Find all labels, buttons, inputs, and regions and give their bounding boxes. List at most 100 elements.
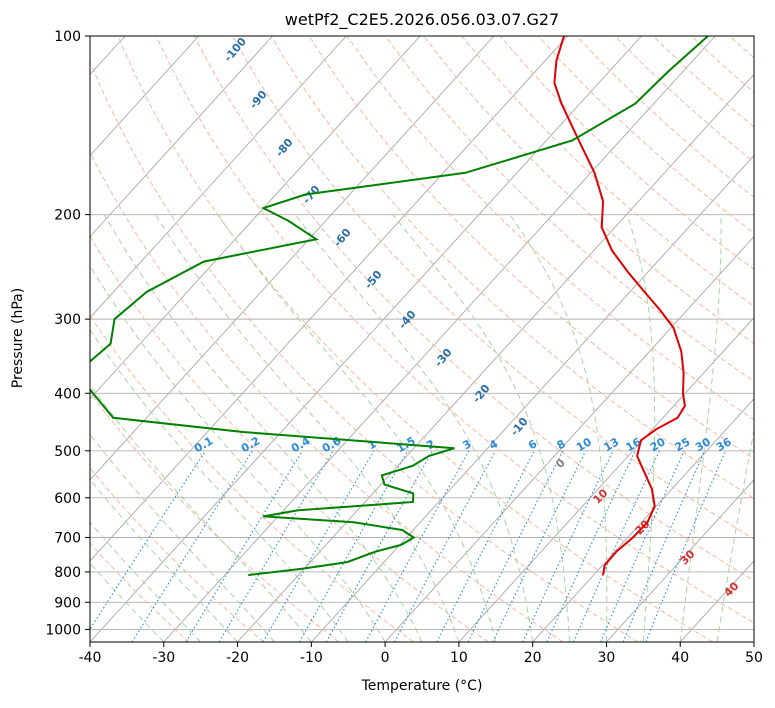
dry-adiabat-labels: -100-90-80-70-60-50-40-30-20-10	[221, 35, 530, 439]
y-axis: 100 200 300 400 500 600 700 800 900 1000	[45, 29, 90, 638]
mixing-ratio-labels: 0.1 0.2 0.4 0.6 1 1.5 2 3 4 6 8 10 13 16 20 25 30 36	[192, 434, 734, 455]
dewpoint-line	[90, 36, 709, 577]
mixing-ratio-label: 2	[424, 437, 437, 452]
isotherm-line	[237, 73, 754, 642]
dry-adiabat-label: -90	[247, 88, 270, 112]
mixing-ratio-line	[131, 450, 253, 642]
mixing-ratio-line	[185, 450, 303, 642]
y-tick-label: 200	[54, 208, 81, 224]
mixing-ratio-label: 20	[648, 435, 668, 454]
isotherm-line	[90, 36, 421, 400]
x-tick-label: 0	[381, 650, 390, 666]
moist-adiabat-line	[90, 478, 238, 642]
isotherm-line	[458, 317, 754, 642]
moist-adiabat-line	[90, 329, 349, 642]
mixing-ratio-line	[645, 450, 727, 642]
dry-adiabat-line	[652, 36, 754, 128]
isotherm-line	[753, 641, 754, 642]
mixing-ratio-line	[90, 450, 206, 631]
isotherm-line	[90, 36, 200, 157]
moist-adiabat-line	[626, 214, 656, 642]
x-tick-label: 30	[598, 650, 616, 666]
y-tick-label: 400	[54, 386, 81, 402]
y-axis-label: Pressure (hPa)	[10, 287, 26, 389]
y-tick-label: 900	[54, 595, 81, 611]
dry-adiabat-line	[538, 36, 754, 234]
plot-frame	[89, 35, 755, 643]
background-lines	[90, 36, 775, 642]
mixing-ratio-line	[262, 450, 375, 642]
moist-adiabat-line	[716, 427, 754, 642]
dry-adiabat-line	[308, 36, 754, 460]
mixing-ratio-line	[218, 450, 334, 642]
dry-adiabat-line	[90, 542, 190, 642]
isotherm-line	[90, 36, 273, 238]
dry-adiabat-line	[193, 36, 754, 582]
moist-adiabat-line	[90, 433, 275, 642]
mixing-ratio-line	[600, 450, 685, 642]
y-tick-label: 700	[54, 531, 81, 547]
dry-adiabat-line	[90, 60, 639, 642]
dry-adiabat-line	[90, 467, 265, 642]
x-tick-label: -10	[300, 650, 323, 666]
dry-adiabat-line	[768, 36, 775, 642]
isotherm-line	[606, 479, 754, 642]
dry-adiabat-line	[729, 36, 754, 59]
sounding-series	[90, 36, 709, 577]
mixing-ratio-line	[325, 450, 434, 642]
mixing-ratio-label: 10	[574, 435, 594, 454]
isotherm-line	[679, 560, 754, 642]
mixing-ratio-line	[365, 450, 470, 642]
moist-adiabat-line	[90, 521, 202, 642]
mixing-ratio-label: 0.1	[192, 434, 215, 455]
moist-adiabat-line	[90, 264, 386, 642]
x-tick-label: 20	[524, 650, 542, 666]
dry-adiabat-line	[90, 235, 489, 642]
dry-adiabat-label: -10	[508, 415, 531, 439]
x-tick-label: -20	[226, 650, 249, 666]
temperature-line	[553, 36, 686, 576]
chart-title: wetPf2_C2E5.2026.056.03.07.G27	[284, 10, 560, 29]
moist-adiabat-line	[90, 562, 165, 642]
x-axis: -40 -30 -20 -10 0 10 20 30 40 50	[79, 642, 763, 666]
dry-adiabat-label: -100	[221, 35, 249, 65]
isotherm-line	[384, 235, 754, 642]
moist-adiabat-line	[217, 214, 497, 642]
isotherm-line	[532, 398, 754, 642]
dry-adiabat-line	[614, 36, 754, 163]
mixing-ratio-label: 30	[693, 435, 713, 454]
isotherm-line	[90, 36, 347, 319]
moist-adiabat-line	[679, 214, 722, 642]
dry-adiabat-label: -80	[273, 136, 296, 160]
x-tick-label: 10	[450, 650, 468, 666]
mixing-ratio-label: 13	[601, 435, 621, 454]
x-axis-label: Temperature (°C)	[361, 678, 483, 694]
dry-adiabat-line	[690, 36, 754, 93]
mixing-ratio-line	[572, 450, 660, 642]
y-tick-label: 500	[54, 444, 81, 460]
dry-adiabat-line	[232, 36, 754, 540]
y-tick-label: 300	[54, 312, 81, 328]
dry-adiabat-label: -20	[470, 382, 493, 406]
dry-adiabat-line	[423, 36, 754, 345]
mixing-ratio-line	[492, 450, 587, 642]
x-tick-label: -30	[152, 650, 175, 666]
dry-adiabat-label: -30	[432, 346, 455, 370]
moist-adiabat-line	[392, 214, 571, 642]
dry-adiabat-line	[461, 36, 754, 307]
y-tick-label: 1000	[45, 622, 81, 638]
moist-adiabat-label: 40	[722, 579, 742, 599]
isotherm-line	[163, 36, 716, 642]
isotherm-line	[90, 36, 569, 562]
dry-adiabat-line	[346, 36, 754, 421]
x-tick-label: -40	[79, 650, 102, 666]
dry-adiabat-line	[155, 36, 754, 624]
dry-adiabat-label: -60	[331, 226, 354, 250]
moist-adiabat-label: 30	[678, 547, 698, 567]
mixing-ratio-label: 8	[555, 437, 568, 452]
mixing-ratio-label: 3	[461, 437, 474, 452]
mixing-ratio-line	[622, 450, 706, 642]
y-tick-label: 800	[54, 565, 81, 581]
